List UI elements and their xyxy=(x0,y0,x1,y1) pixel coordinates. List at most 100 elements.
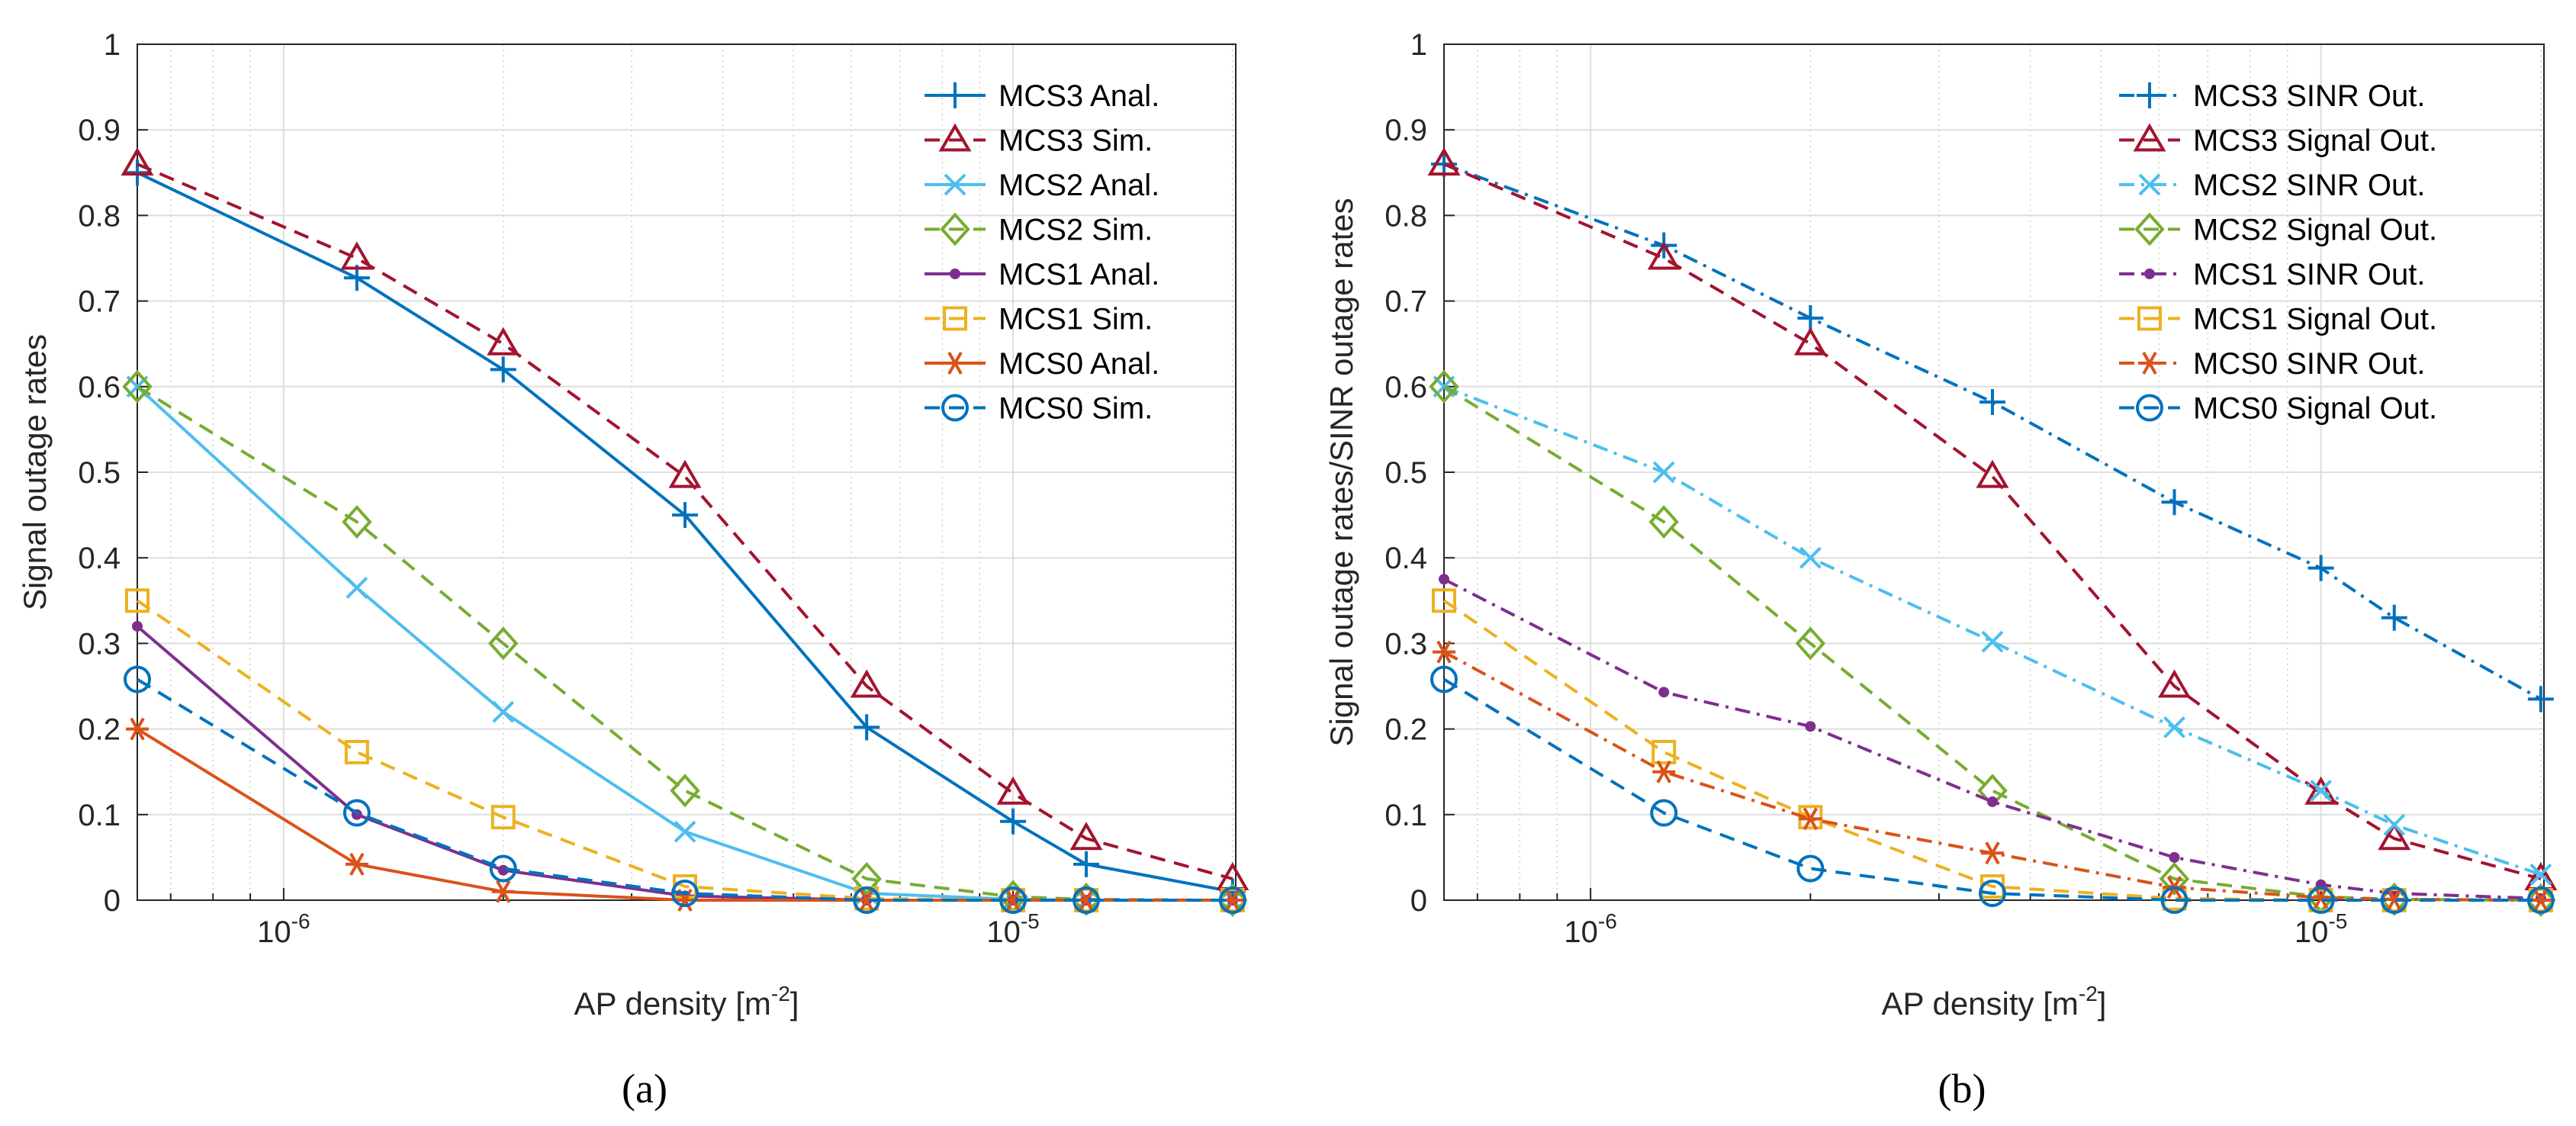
legend-marker xyxy=(940,212,970,246)
data-point xyxy=(490,805,516,830)
y-tick-label: 0.5 xyxy=(78,456,121,490)
data-point xyxy=(996,776,1030,805)
series-1 xyxy=(1427,147,2558,890)
x-tick-label: 10-6 xyxy=(1564,909,1616,949)
y-tick-label: 0.9 xyxy=(78,114,121,147)
legend-entry-label: MCS0 Anal. xyxy=(999,347,1159,381)
data-point xyxy=(489,854,517,883)
data-point xyxy=(121,147,154,176)
data-point xyxy=(1976,459,2009,488)
legend-marker xyxy=(2138,352,2161,375)
x-axis-label: AP density [m-2] xyxy=(1882,982,2107,1021)
data-point xyxy=(124,665,151,693)
data-point xyxy=(2307,886,2335,914)
legend-marker xyxy=(938,123,972,152)
legend-entry-label: MCS1 Anal. xyxy=(999,258,1159,291)
x-axis-label-close: ] xyxy=(2098,986,2107,1021)
y-tick-label: 0 xyxy=(1410,884,1427,918)
series-line xyxy=(1442,385,2541,902)
y-axis-label: Signal outage rates xyxy=(17,334,53,610)
series-line xyxy=(1443,162,2542,701)
data-point xyxy=(668,459,702,488)
legend-marker xyxy=(2133,123,2166,152)
series-6 xyxy=(1433,640,2552,912)
y-tick-label: 0.6 xyxy=(1384,371,1427,404)
series-line xyxy=(1443,384,2542,877)
legend-marker xyxy=(942,82,968,108)
legend-entry-label: MCS2 Anal. xyxy=(999,169,1159,202)
data-point xyxy=(1650,799,1678,827)
x-tick-label: 10-5 xyxy=(986,909,1039,949)
legend-entry-label: MCS3 Signal Out. xyxy=(2193,124,2437,158)
x-axis-label-exponent: -2 xyxy=(2079,982,2098,1005)
data-point xyxy=(1647,241,1680,270)
legend-entry-label: MCS0 SINR Out. xyxy=(2193,347,2426,381)
data-point xyxy=(670,774,700,808)
data-point xyxy=(2526,886,2555,914)
data-point xyxy=(122,369,153,404)
data-point xyxy=(1432,588,1456,613)
legend-marker xyxy=(2144,269,2155,279)
legend-entry-label: MCS1 Sim. xyxy=(999,303,1153,336)
legend-entry-label: MCS0 Sim. xyxy=(999,392,1153,426)
data-point xyxy=(2527,686,2554,713)
data-point xyxy=(2380,886,2408,914)
y-tick-label: 0.7 xyxy=(78,285,121,319)
data-point xyxy=(674,820,696,843)
data-point xyxy=(1658,687,1670,698)
y-tick-label: 0 xyxy=(104,884,121,918)
legend-marker xyxy=(944,173,966,196)
y-tick-label: 0.5 xyxy=(1384,456,1427,490)
data-point xyxy=(2529,889,2552,912)
data-point xyxy=(1069,822,1103,851)
legend-marker xyxy=(2136,394,2163,422)
series-line xyxy=(136,385,1233,902)
data-point xyxy=(132,620,143,632)
chart-panel-a: 0 0.1 0.2 0.3 0.4 0.5 0.6 0.7 0.8 0.9 1 10-6 10-5 MCS… xyxy=(17,28,1249,1112)
data-point xyxy=(2158,669,2191,698)
data-point xyxy=(1652,461,1675,484)
data-point xyxy=(491,880,515,903)
x-tick-exponent: -6 xyxy=(1598,909,1617,933)
series-line xyxy=(1443,650,2541,902)
legend-marker xyxy=(2134,212,2165,246)
data-point xyxy=(1651,739,1677,764)
data-point xyxy=(1980,841,2004,865)
y-tick-label: 0.8 xyxy=(1384,199,1427,233)
y-tick-label: 0.8 xyxy=(78,199,121,233)
data-point xyxy=(343,799,371,827)
y-tick-label: 0.2 xyxy=(1384,713,1427,747)
data-point xyxy=(1427,147,1461,176)
data-point xyxy=(346,577,368,599)
data-point xyxy=(2304,776,2338,805)
x-tick-exponent: -6 xyxy=(291,909,310,933)
data-point xyxy=(492,700,515,723)
series-line xyxy=(1443,577,2541,900)
data-point xyxy=(2383,813,2406,836)
x-axis-label-exponent: -2 xyxy=(771,982,790,1005)
data-point xyxy=(2307,555,2334,581)
data-point xyxy=(342,505,372,539)
data-point xyxy=(1430,665,1458,693)
data-point xyxy=(850,669,883,698)
y-tick-label: 0.2 xyxy=(78,713,121,747)
legend-marker xyxy=(941,394,969,422)
data-point xyxy=(671,502,698,529)
data-point xyxy=(1073,851,1099,877)
data-point xyxy=(2163,716,2185,738)
series-7 xyxy=(124,665,1246,914)
y-tick-label: 0.1 xyxy=(78,799,121,832)
y-tick-label: 0.4 xyxy=(1384,542,1427,575)
data-point xyxy=(1429,369,1459,404)
y-tick-label: 0.6 xyxy=(78,371,121,404)
legend-entry-label: MCS1 SINR Out. xyxy=(2193,258,2426,291)
data-point xyxy=(344,739,369,764)
data-point xyxy=(851,861,882,896)
data-point xyxy=(1798,805,1823,830)
y-tick-label: 0.9 xyxy=(1384,114,1427,147)
legend-marker xyxy=(944,352,966,375)
y-tick-label: 1 xyxy=(104,28,121,62)
data-point xyxy=(854,714,880,741)
data-point xyxy=(1805,721,1816,732)
